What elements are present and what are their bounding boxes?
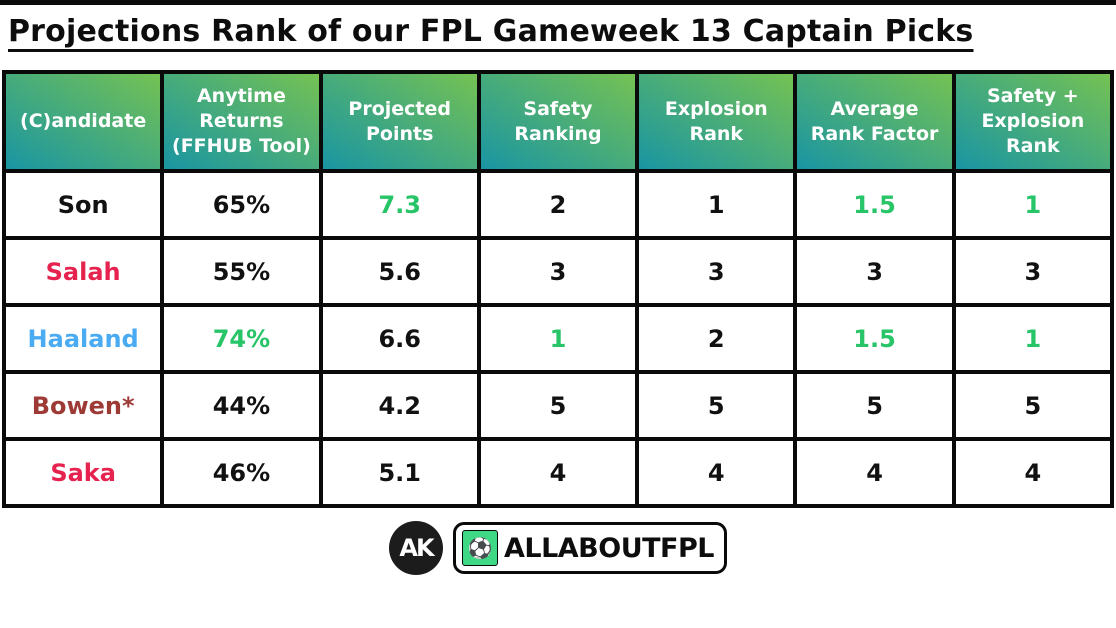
footer-logos: AK ⚽ ALLABOUTFPL: [0, 521, 1116, 575]
header-safety-ranking: Safety Ranking: [476, 70, 640, 173]
table-cell: 7.3: [318, 169, 481, 240]
player-name-cell: Son: [1, 169, 165, 240]
table-cell: 74%: [160, 303, 323, 374]
player-name-cell: Salah: [1, 236, 165, 307]
brand-name: ALLABOUTFPL: [503, 532, 715, 564]
table-cell: 2: [476, 169, 640, 240]
table-cell: 1.5: [793, 169, 956, 240]
table-cell: 4: [793, 437, 956, 508]
table-cell: 1.5: [793, 303, 956, 374]
player-name-cell: Haaland: [1, 303, 165, 374]
table-cell: 5.1: [318, 437, 481, 508]
table-cell: 4: [476, 437, 640, 508]
table-row-son: Son 65% 7.3 2 1 1.5 1: [1, 169, 1115, 240]
header-safety-explosion-rank: Safety + Explosion Rank: [951, 70, 1115, 173]
table-cell: 44%: [160, 370, 323, 441]
table-cell: 3: [635, 236, 798, 307]
table-cell: 4: [951, 437, 1115, 508]
table-cell: 3: [793, 236, 956, 307]
table-cell: 1: [635, 169, 798, 240]
table-cell: 4: [635, 437, 798, 508]
header-candidate: (C)andidate: [1, 70, 165, 173]
table-cell: 6.6: [318, 303, 481, 374]
table-row-bowen: Bowen* 44% 4.2 5 5 5 5: [1, 370, 1115, 441]
table-cell: 5.6: [318, 236, 481, 307]
table-cell: 3: [951, 236, 1115, 307]
table-cell: 5: [476, 370, 640, 441]
table-cell: 5: [793, 370, 956, 441]
page-title: Projections Rank of our FPL Gameweek 13 …: [8, 14, 974, 49]
player-name-cell: Bowen*: [1, 370, 165, 441]
table-cell: 55%: [160, 236, 323, 307]
table-cell: 5: [635, 370, 798, 441]
table-cell: 1: [951, 169, 1115, 240]
player-name-cell: Saka: [1, 437, 165, 508]
table-header-row: (C)andidate Anytime Returns (FFHUB Tool)…: [1, 70, 1115, 173]
table-cell: 1: [951, 303, 1115, 374]
top-border-bar: [0, 0, 1116, 5]
table-cell: 2: [635, 303, 798, 374]
table-cell: 4.2: [318, 370, 481, 441]
header-anytime-returns: Anytime Returns (FFHUB Tool): [160, 70, 323, 173]
table-cell: 46%: [160, 437, 323, 508]
football-icon: ⚽: [461, 530, 498, 566]
table-row-saka: Saka 46% 5.1 4 4 4 4: [1, 437, 1115, 508]
table-row-haaland: Haaland 74% 6.6 1 2 1.5 1: [1, 303, 1115, 374]
table-row-salah: Salah 55% 5.6 3 3 3 3: [1, 236, 1115, 307]
table-cell: 65%: [160, 169, 323, 240]
header-projected-points: Projected Points: [318, 70, 481, 173]
table-cell: 5: [951, 370, 1115, 441]
table-cell: 3: [476, 236, 640, 307]
table-cell: 1: [476, 303, 640, 374]
header-average-rank-factor: Average Rank Factor: [793, 70, 956, 173]
header-explosion-rank: Explosion Rank: [635, 70, 798, 173]
ak-monogram-text: AK: [399, 534, 434, 562]
allaboutfpl-badge: ⚽ ALLABOUTFPL: [452, 522, 727, 574]
projections-rank-table: (C)andidate Anytime Returns (FFHUB Tool)…: [1, 70, 1115, 508]
ak-logo: AK: [388, 521, 443, 575]
